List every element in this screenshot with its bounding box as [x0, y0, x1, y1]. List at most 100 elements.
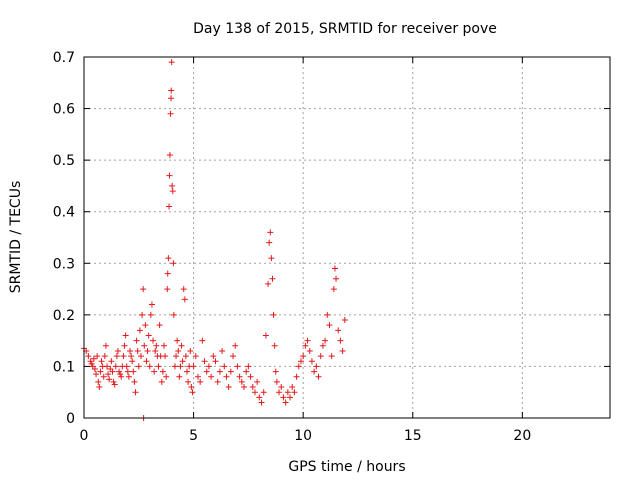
data-point — [280, 394, 287, 401]
data-point — [230, 353, 237, 360]
data-point — [95, 378, 102, 385]
data-point — [322, 337, 329, 344]
data-point — [179, 358, 186, 365]
data-point — [266, 239, 273, 246]
data-point — [173, 353, 180, 360]
data-point — [96, 384, 103, 391]
data-point — [167, 110, 174, 117]
data-point — [203, 368, 210, 375]
x-tick-label: 10 — [294, 428, 312, 444]
data-point — [291, 389, 298, 396]
data-points — [81, 59, 348, 421]
data-point — [245, 363, 252, 370]
data-point — [330, 286, 337, 293]
data-point — [300, 353, 307, 360]
data-point — [221, 363, 228, 370]
data-point — [148, 301, 155, 308]
data-point — [91, 366, 98, 373]
data-point — [177, 363, 184, 370]
data-point — [132, 389, 139, 396]
data-point — [313, 363, 320, 370]
data-point — [166, 203, 173, 210]
data-point — [171, 363, 178, 370]
data-point — [155, 363, 162, 370]
data-point — [156, 322, 163, 329]
y-tick-label: 0.1 — [53, 359, 75, 375]
data-point — [163, 373, 170, 380]
data-point — [247, 373, 254, 380]
x-tick-label: 5 — [189, 428, 198, 444]
data-point — [124, 368, 131, 375]
y-tick-label: 0.3 — [53, 256, 75, 272]
data-point — [130, 368, 137, 375]
data-point — [166, 172, 173, 179]
data-point — [302, 342, 309, 349]
data-point — [208, 373, 215, 380]
data-point — [100, 373, 107, 380]
data-point — [337, 337, 344, 344]
chart-title: Day 138 of 2015, SRMTID for receiver pov… — [193, 21, 497, 37]
data-point — [122, 332, 129, 339]
data-point — [97, 368, 104, 375]
data-point — [339, 347, 346, 354]
data-point — [160, 342, 167, 349]
data-point — [102, 342, 109, 349]
data-point — [112, 363, 119, 370]
data-point — [304, 337, 311, 344]
data-point — [341, 317, 348, 324]
data-point — [201, 358, 208, 365]
x-tick-label: 20 — [513, 428, 531, 444]
data-point — [165, 255, 172, 262]
data-point — [120, 353, 127, 360]
y-tick-label: 0 — [66, 411, 75, 427]
x-tick-label: 15 — [404, 428, 422, 444]
data-point — [170, 311, 177, 318]
data-point — [128, 353, 135, 360]
data-point — [188, 384, 195, 391]
data-point — [326, 322, 333, 329]
data-point — [295, 363, 302, 370]
data-point — [212, 358, 219, 365]
data-point — [169, 188, 176, 195]
data-point — [108, 358, 115, 365]
data-point — [333, 275, 340, 282]
data-point — [190, 363, 197, 370]
data-point — [147, 311, 154, 318]
data-point — [306, 347, 313, 354]
data-point — [293, 373, 300, 380]
data-point — [284, 389, 291, 396]
data-point — [109, 368, 116, 375]
data-point — [265, 280, 272, 287]
data-point — [125, 373, 132, 380]
data-point — [256, 394, 263, 401]
data-point — [319, 342, 326, 349]
y-tick-label: 0.6 — [53, 102, 75, 118]
data-point — [282, 399, 289, 406]
data-point — [90, 355, 97, 362]
data-point — [114, 347, 121, 354]
data-point — [270, 311, 277, 318]
data-point — [151, 368, 158, 375]
data-point — [146, 363, 153, 370]
y-axis-label: SRMTID / TECUs — [8, 181, 24, 294]
data-point — [297, 358, 304, 365]
data-point — [85, 353, 92, 360]
data-point — [185, 378, 192, 385]
data-point — [335, 327, 342, 334]
data-point — [268, 255, 275, 262]
data-point — [168, 95, 175, 102]
data-point — [111, 381, 118, 388]
data-point — [87, 358, 94, 365]
y-tick-label: 0.2 — [53, 308, 75, 324]
data-point — [184, 368, 191, 375]
data-point — [192, 353, 199, 360]
data-point — [236, 373, 243, 380]
data-point — [145, 332, 152, 339]
data-point — [278, 384, 285, 391]
data-point — [328, 353, 335, 360]
data-point — [199, 337, 206, 344]
data-point — [158, 378, 165, 385]
data-point — [110, 378, 117, 385]
data-point — [214, 378, 221, 385]
data-point — [287, 394, 294, 401]
